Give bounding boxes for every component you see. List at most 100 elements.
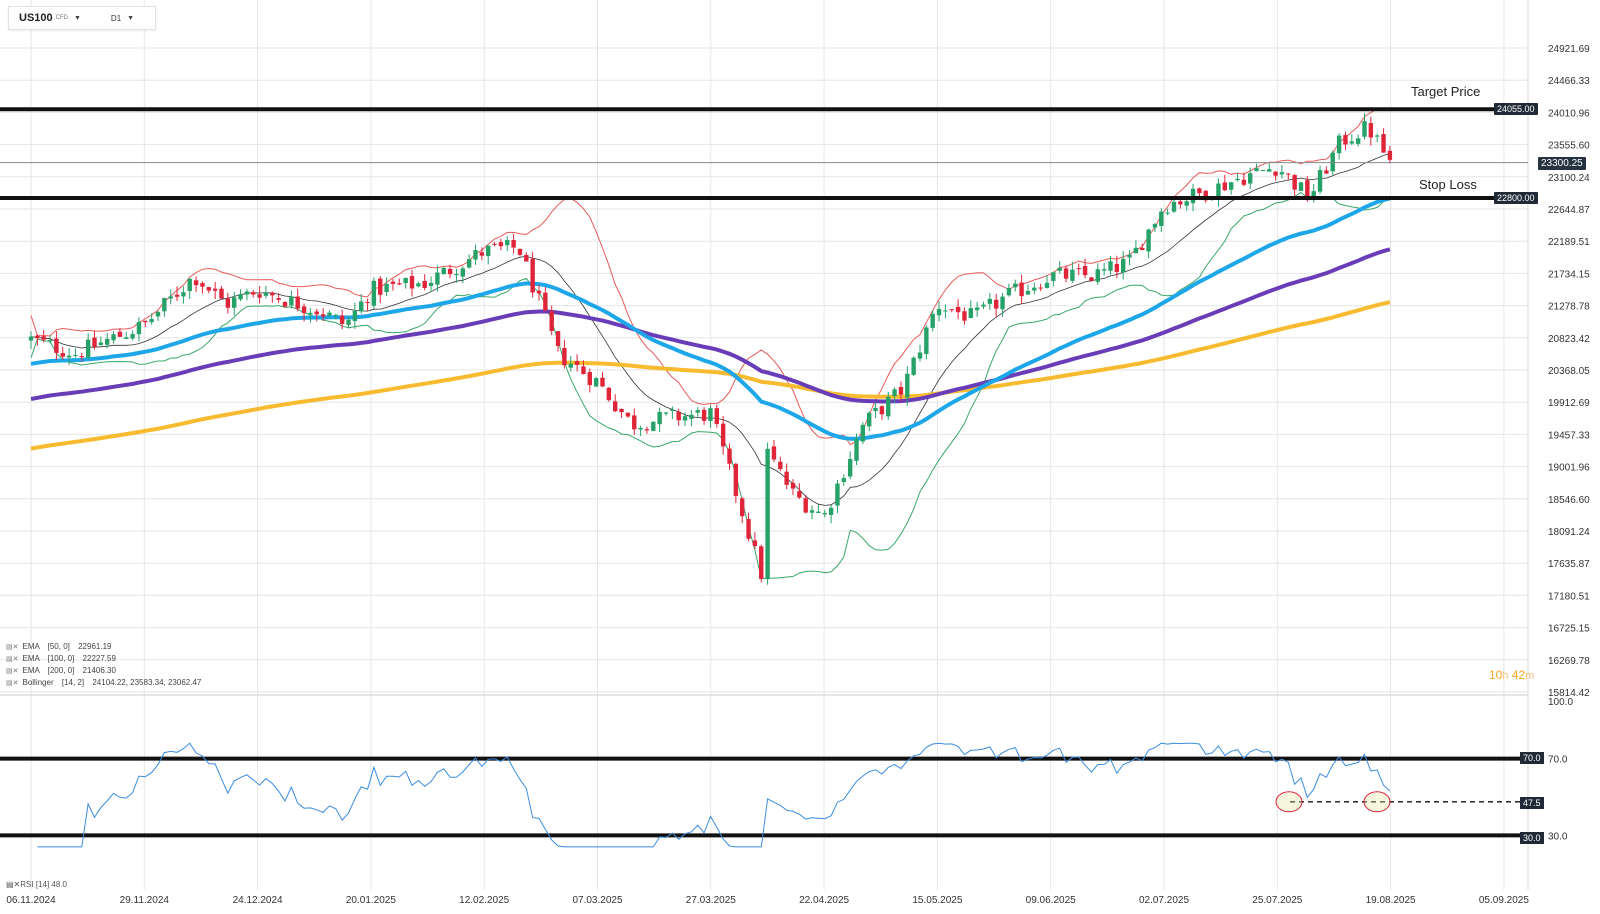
candle-body — [613, 401, 618, 412]
legend-bollinger[interactable]: ▤✕ Bollinger [14, 2] 24104.22, 23583.34, … — [6, 678, 202, 687]
candle-body — [860, 424, 866, 442]
candle-body — [251, 292, 256, 295]
ema200-line — [30, 300, 1391, 451]
legend-ema200[interactable]: ▤✕ EMA [200, 0] 21406.30 — [6, 666, 116, 675]
candle-body — [28, 336, 34, 341]
candle-body — [1165, 212, 1170, 214]
price-tick-label: 19912.69 — [1548, 398, 1590, 409]
settings-icon[interactable]: ▤✕ — [6, 644, 19, 651]
candle-body — [492, 243, 497, 245]
candle-body — [816, 511, 821, 514]
chevron-down-icon[interactable]: ▼ — [127, 14, 135, 22]
candle-body — [1013, 283, 1018, 288]
symbol-selector[interactable]: US100 CFD ▼ D1 ▼ — [8, 6, 156, 30]
candle-body — [384, 283, 389, 292]
candle-body — [676, 411, 681, 421]
candle-body — [466, 259, 472, 268]
candle-body — [168, 296, 173, 299]
candle-body — [270, 292, 275, 296]
date-tick-label: 02.07.2025 — [1139, 895, 1189, 906]
target-price-label[interactable]: Target Price — [1411, 84, 1481, 99]
candle-body — [657, 411, 662, 425]
candle-body — [1044, 282, 1050, 288]
date-tick-label: 29.11.2024 — [120, 895, 170, 906]
candle-body — [1000, 296, 1005, 310]
candle-body — [47, 340, 53, 342]
date-tick-label: 09.06.2025 — [1026, 895, 1076, 906]
candle-body — [1089, 277, 1094, 281]
candle-body — [219, 288, 224, 299]
rsi-line — [37, 742, 1391, 848]
candle-body — [1108, 261, 1113, 271]
stop-loss-label[interactable]: Stop Loss — [1419, 177, 1477, 192]
target-price-tag: 24055.00 — [1494, 103, 1538, 115]
candle-body — [555, 331, 561, 347]
candle-body — [486, 245, 491, 257]
candle-body — [1375, 135, 1380, 137]
candle-body — [962, 311, 967, 321]
rsi-axis-label: 70.0 — [1548, 755, 1568, 766]
candle-body — [1305, 180, 1310, 201]
candle-body — [524, 254, 529, 262]
candle-body — [454, 274, 459, 276]
date-tick-label: 25.07.2025 — [1252, 895, 1302, 906]
candle-body — [359, 301, 364, 312]
price-tick-label: 17180.51 — [1548, 591, 1590, 602]
candle-body — [924, 327, 929, 355]
candle-body — [886, 396, 891, 417]
rsi-axis-label: 100.0 — [1548, 697, 1573, 708]
candle-body — [390, 281, 396, 284]
candle-body — [835, 483, 840, 506]
candle-body — [727, 448, 732, 464]
symbol-type: CFD — [55, 15, 68, 21]
price-tick-label: 17635.87 — [1548, 559, 1590, 570]
chart-grid — [0, 0, 1529, 890]
candle-body — [371, 280, 377, 306]
candle-body — [530, 258, 535, 293]
candle-body — [124, 337, 129, 339]
legend-rsi[interactable]: ▤✕RSI [14] 48.0 — [6, 880, 67, 889]
chevron-down-icon[interactable]: ▼ — [73, 14, 81, 22]
candle-body — [79, 356, 84, 358]
settings-icon[interactable]: ▤✕ — [6, 668, 19, 675]
candle-body — [778, 461, 783, 470]
candle-body — [1019, 282, 1024, 297]
candle-body — [911, 357, 916, 375]
candle-body — [663, 412, 669, 414]
price-tick-label: 16725.15 — [1548, 624, 1590, 635]
candle-body — [1203, 190, 1208, 201]
date-axis: 06.11.2024 29.11.2024 24.12.2024 20.01.2025… — [6, 895, 1529, 906]
horizontal-levels[interactable] — [0, 107, 1528, 201]
settings-icon[interactable]: ▤✕ — [6, 880, 21, 889]
legend-ema50[interactable]: ▤✕ EMA [50, 0] 22961.19 — [6, 642, 112, 651]
price-tick-label: 15814.42 — [1548, 688, 1590, 699]
candle-body — [333, 314, 338, 316]
candle-body — [822, 512, 827, 515]
candle-body — [905, 373, 910, 398]
settings-icon[interactable]: ▤✕ — [6, 680, 19, 687]
candle-body — [949, 309, 954, 311]
candle-body — [92, 337, 97, 347]
candle-body — [105, 338, 110, 345]
candle-body — [1317, 170, 1323, 192]
candle-body — [1222, 182, 1227, 191]
candle-body — [562, 347, 567, 366]
legend-ema100[interactable]: ▤✕ EMA [100, 0] 22227.59 — [6, 654, 116, 663]
price-tick-label: 16269.78 — [1548, 656, 1590, 667]
candle-body — [1298, 182, 1304, 191]
candle-body — [1038, 287, 1043, 289]
price-tick-label: 24466.33 — [1548, 76, 1590, 87]
candle-body — [714, 408, 719, 424]
timeframe-selector[interactable]: D1 — [110, 13, 122, 23]
candle-body — [98, 342, 104, 345]
candle-body — [282, 301, 288, 307]
candle-body — [847, 459, 853, 477]
candle-body — [1330, 152, 1335, 172]
candle-body — [740, 498, 745, 517]
price-tick-label: 20823.42 — [1548, 334, 1590, 345]
candle-body — [600, 377, 605, 387]
candle-body — [143, 320, 148, 323]
settings-icon[interactable]: ▤✕ — [6, 656, 19, 663]
rsi-axis-label: 30.0 — [1548, 831, 1568, 842]
